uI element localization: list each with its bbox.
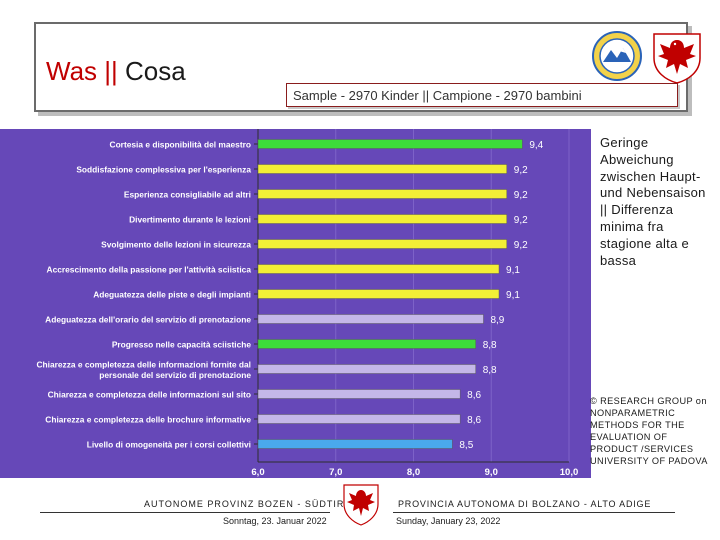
title-de: Was — [46, 56, 98, 86]
value-label: 8,5 — [459, 440, 473, 451]
value-label: 9,2 — [514, 190, 528, 201]
data-bar — [257, 264, 500, 274]
footer-eagle-icon — [343, 484, 379, 526]
value-label: 9,1 — [506, 290, 520, 301]
x-tick-label: 10,0 — [560, 467, 579, 478]
chart-labels: 6,0 7,0 8,0 9,0 10,0 9,4 Cortesia e disponibil… — [36, 140, 578, 479]
category-label: Chiarezza e completezza delle informazio… — [36, 360, 251, 381]
research-credit: © RESEARCH GROUP on NONPARAMETRIC METHOD… — [590, 396, 708, 466]
data-bar — [257, 164, 508, 174]
data-bar — [257, 339, 476, 349]
category-label: Esperienza consigliabile ad altri — [124, 190, 251, 200]
category-label: Chiarezza e completezza delle brochure i… — [45, 415, 251, 425]
data-bar — [257, 239, 508, 249]
value-label: 9,2 — [514, 165, 528, 176]
chart-svg: 6,0 7,0 8,0 9,0 10,0 9,4 Cortesia e disponibil… — [0, 129, 591, 478]
title-separator: || — [97, 56, 126, 86]
chart-bars — [257, 139, 523, 449]
page-title: Was || Cosa — [46, 56, 186, 87]
category-label: Adeguatezza dell'orario del servizio di … — [45, 315, 251, 325]
x-tick-label: 7,0 — [329, 467, 342, 478]
value-label: 8,8 — [483, 365, 497, 376]
category-label: Adeguatezza delle piste e degli impianti — [93, 290, 251, 300]
value-label: 8,9 — [490, 315, 504, 326]
footer-date-de: Sonntag, 23. Januar 2022 — [223, 516, 327, 526]
category-label: Livello di omogeneità per i corsi collet… — [87, 440, 251, 450]
footer-org-de: AUTONOME PROVINZ BOZEN - SÜDTIROL — [144, 499, 359, 509]
category-label: Svolgimento delle lezioni in sicurezza — [101, 240, 251, 250]
data-bar — [257, 289, 500, 299]
title-it: Cosa — [125, 56, 186, 86]
ski-school-seal-icon — [592, 31, 642, 81]
value-label: 9,1 — [506, 265, 520, 276]
x-tick-label: 6,0 — [251, 467, 264, 478]
data-bar — [257, 414, 461, 424]
category-label: Divertimento durante le lezioni — [129, 215, 251, 225]
data-bar — [257, 314, 484, 324]
data-bar — [257, 364, 476, 374]
data-bar — [257, 214, 508, 224]
data-bar — [257, 139, 523, 149]
value-label: 8,6 — [467, 415, 481, 426]
category-label: Chiarezza e completezza delle informazio… — [48, 390, 251, 400]
category-label: Cortesia e disponibilità del maestro — [110, 140, 251, 150]
value-label: 9,4 — [529, 140, 543, 151]
value-label: 8,6 — [467, 390, 481, 401]
category-label: Soddisfazione complessiva per l'esperien… — [76, 165, 251, 175]
x-tick-label: 9,0 — [485, 467, 498, 478]
footer-date-it: Sunday, January 23, 2022 — [396, 516, 501, 526]
x-tick-label: 8,0 — [407, 467, 420, 478]
tyrol-eagle-icon — [653, 33, 701, 84]
footer-divider-right — [393, 512, 675, 513]
value-label: 8,8 — [483, 340, 497, 351]
footer-divider-left — [40, 512, 330, 513]
bar-chart: 6,0 7,0 8,0 9,0 10,0 9,4 Cortesia e disponibil… — [0, 129, 591, 478]
data-bar — [257, 389, 461, 399]
data-bar — [257, 439, 453, 449]
footer-org-it: PROVINCIA AUTONOMA DI BOLZANO - ALTO ADI… — [398, 499, 652, 509]
data-bar — [257, 189, 508, 199]
sample-info: Sample - 2970 Kinder || Campione - 2970 … — [286, 83, 678, 107]
chart-background — [0, 129, 591, 478]
category-label: Accrescimento della passione per l'attiv… — [47, 265, 252, 275]
title-panel: Was || Cosa Sample - 2970 Kinder || Camp… — [34, 22, 701, 112]
value-label: 9,2 — [514, 215, 528, 226]
category-label: Progresso nelle capacità sciistiche — [112, 340, 252, 350]
side-note: Geringe Abweichung zwischen Haupt- und N… — [600, 135, 706, 268]
value-label: 9,2 — [514, 240, 528, 251]
